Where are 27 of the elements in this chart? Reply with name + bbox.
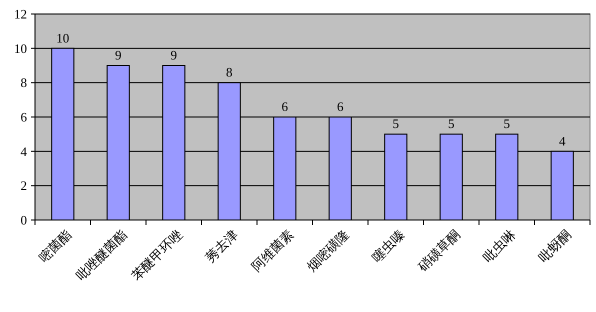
y-tick-label: 6 — [20, 110, 28, 125]
y-tick-label: 12 — [14, 6, 27, 22]
x-tick-label: 烟嘧磺隆 — [304, 226, 352, 274]
data-label: 6 — [337, 99, 344, 114]
data-label: 5 — [448, 116, 454, 132]
y-tick-label: 2 — [20, 178, 27, 194]
x-tick-label: 苯醚甲环唑 — [128, 226, 186, 284]
x-tick-label: 吡蚜酮 — [535, 226, 574, 265]
x-tick-label: 硝磺草酮 — [414, 226, 463, 275]
data-label: 4 — [559, 133, 566, 148]
data-label: 6 — [282, 99, 288, 114]
x-tick-label: 吡唑醚菌酯 — [73, 226, 130, 284]
x-tick-label: 阿维菌素 — [248, 226, 296, 274]
x-tick-label: 噻虫嗪 — [368, 226, 408, 265]
y-tick-label: 4 — [20, 144, 28, 159]
y-tick-label: 10 — [14, 40, 27, 56]
data-label: 5 — [392, 116, 399, 132]
data-label: 10 — [56, 30, 70, 46]
x-tick-label: 莠去津 — [202, 226, 241, 265]
x-tick-label: 嘧菌酯 — [36, 226, 74, 265]
y-tick-label: 0 — [20, 212, 27, 228]
data-label: 9 — [115, 48, 122, 62]
x-tick-label: 吡虫啉 — [480, 226, 518, 265]
data-label: 5 — [504, 116, 510, 132]
data-label: 9 — [170, 48, 177, 62]
data-label: 8 — [226, 64, 232, 80]
y-tick-label: 8 — [20, 75, 27, 90]
